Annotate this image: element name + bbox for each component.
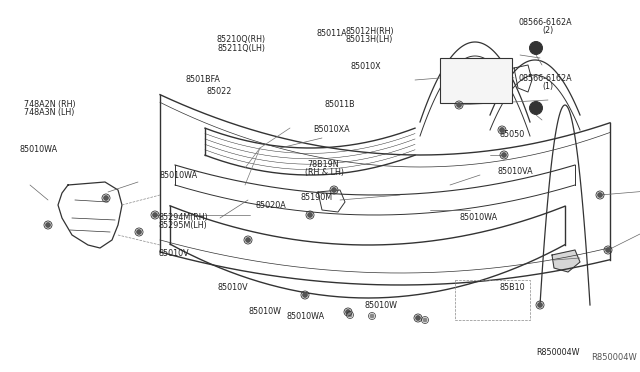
Circle shape (457, 103, 461, 107)
Text: 85211Q(LH): 85211Q(LH) (218, 44, 266, 53)
Circle shape (529, 102, 543, 115)
Circle shape (423, 318, 427, 322)
Polygon shape (552, 250, 580, 272)
Text: 85011A: 85011A (317, 29, 348, 38)
Circle shape (529, 42, 543, 55)
Text: 85010WA: 85010WA (460, 213, 498, 222)
Text: 85012H(RH): 85012H(RH) (346, 27, 394, 36)
Circle shape (416, 316, 420, 320)
Text: 748A3N (LH): 748A3N (LH) (24, 108, 75, 117)
Circle shape (246, 238, 250, 242)
Text: 85210Q(RH): 85210Q(RH) (216, 35, 266, 44)
Text: 85010X: 85010X (351, 62, 381, 71)
Circle shape (606, 248, 610, 252)
Text: 85295M(LH): 85295M(LH) (159, 221, 207, 230)
Circle shape (538, 303, 542, 307)
Text: B5010XA: B5010XA (314, 125, 350, 134)
Text: 85010WA: 85010WA (287, 312, 325, 321)
Circle shape (137, 230, 141, 234)
Text: 08566-6162A: 08566-6162A (518, 74, 572, 83)
Text: S: S (533, 103, 539, 112)
Text: 85020A: 85020A (256, 201, 287, 210)
Text: 85010W: 85010W (365, 301, 398, 310)
Text: 85022: 85022 (206, 87, 232, 96)
Circle shape (104, 196, 108, 200)
Text: 85010V: 85010V (218, 283, 248, 292)
Text: (1): (1) (542, 82, 553, 91)
Text: 85010V: 85010V (159, 249, 189, 258)
Text: (RH & LH): (RH & LH) (305, 168, 344, 177)
Text: 08566-6162A: 08566-6162A (518, 18, 572, 27)
Text: 748A2N (RH): 748A2N (RH) (24, 100, 76, 109)
Text: R850004W: R850004W (536, 348, 580, 357)
Text: 85013H(LH): 85013H(LH) (346, 35, 393, 44)
Text: 85B10: 85B10 (499, 283, 525, 292)
Text: 78B19N: 78B19N (307, 160, 339, 169)
Circle shape (502, 153, 506, 157)
Circle shape (500, 128, 504, 132)
Text: 85010W: 85010W (248, 307, 282, 316)
Circle shape (303, 293, 307, 297)
Circle shape (332, 188, 336, 192)
Circle shape (153, 213, 157, 217)
Text: 85010VA: 85010VA (498, 167, 534, 176)
Text: 85050: 85050 (499, 130, 524, 139)
Circle shape (308, 213, 312, 217)
Text: 85294M(RH): 85294M(RH) (159, 213, 209, 222)
Text: R850004W: R850004W (591, 353, 637, 362)
Text: S: S (533, 44, 539, 52)
Text: 85010WA: 85010WA (19, 145, 58, 154)
Circle shape (348, 313, 352, 317)
Text: 85010WA: 85010WA (160, 171, 198, 180)
Circle shape (46, 223, 50, 227)
Bar (440, 58, 512, 103)
Text: 85190M: 85190M (301, 193, 333, 202)
Circle shape (371, 314, 374, 318)
Circle shape (598, 193, 602, 197)
Text: (2): (2) (542, 26, 554, 35)
Text: 85011B: 85011B (324, 100, 355, 109)
Text: 8501BFA: 8501BFA (186, 76, 220, 84)
Circle shape (346, 310, 350, 314)
